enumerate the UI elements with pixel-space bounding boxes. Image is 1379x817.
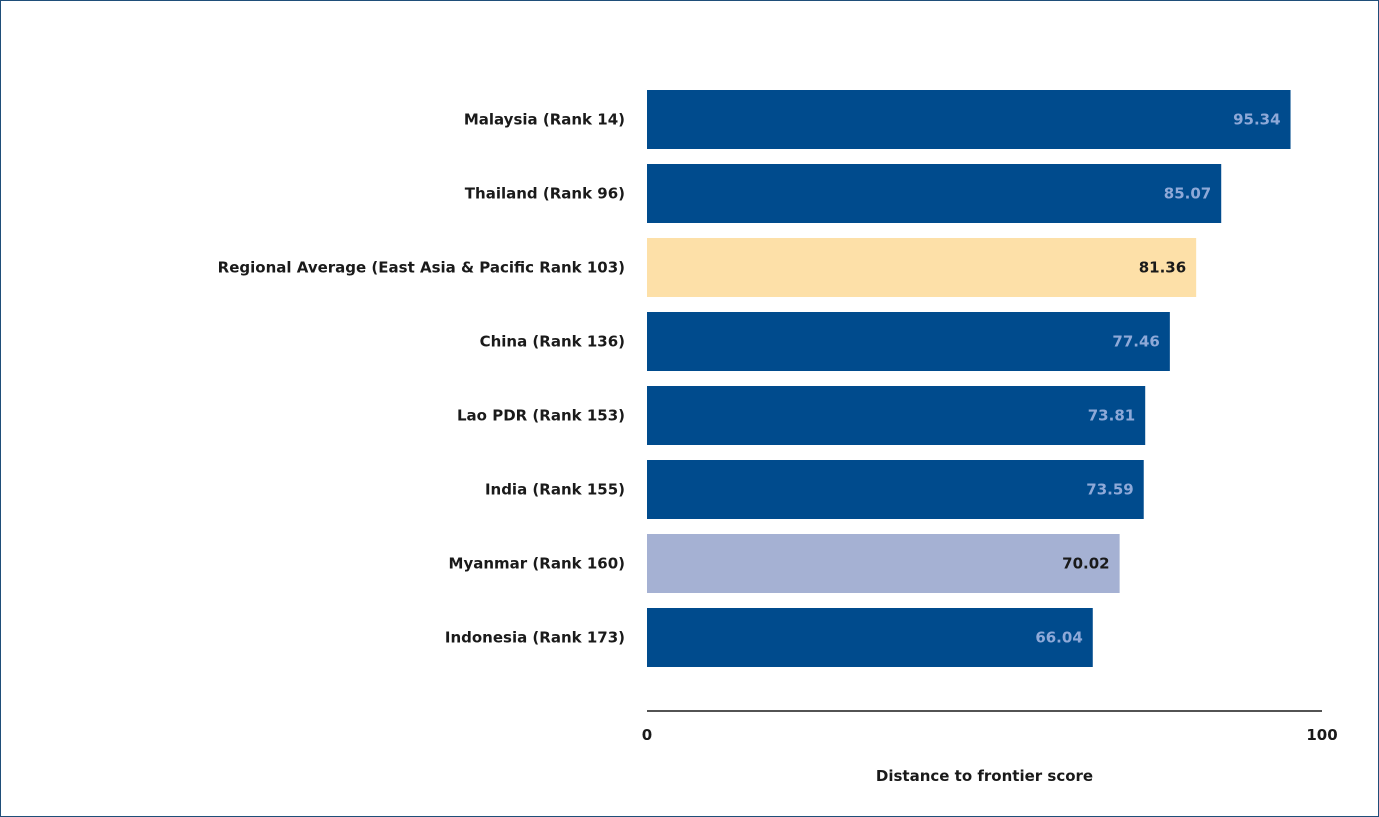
value-label-3: 77.46 [1112, 333, 1159, 351]
category-label-6: Myanmar (Rank 160) [449, 555, 625, 573]
bar-6 [647, 534, 1120, 593]
bar-1 [647, 164, 1222, 223]
bar-7 [647, 608, 1093, 667]
category-label-7: Indonesia (Rank 173) [445, 629, 625, 647]
category-label-3: China (Rank 136) [480, 333, 625, 351]
value-label-1: 85.07 [1164, 185, 1211, 203]
bar-4 [647, 386, 1146, 445]
value-label-7: 66.04 [1035, 629, 1082, 647]
x-tick-label-min: 0 [642, 726, 652, 744]
bar-2 [647, 238, 1197, 297]
bar-3 [647, 312, 1170, 371]
value-label-6: 70.02 [1062, 555, 1109, 573]
category-label-4: Lao PDR (Rank 153) [457, 407, 625, 425]
value-label-0: 95.34 [1233, 111, 1280, 129]
bar-5 [647, 460, 1144, 519]
x-tick-label-max: 100 [1306, 726, 1337, 744]
x-axis-title: Distance to frontier score [876, 767, 1093, 785]
category-label-2: Regional Average (East Asia & Pacific Ra… [218, 259, 625, 277]
bars-layer: Malaysia (Rank 14) 95.34 Thailand (Rank 96… [218, 90, 1291, 667]
value-label-5: 73.59 [1086, 481, 1133, 499]
bar-0 [647, 90, 1291, 149]
category-label-5: India (Rank 155) [485, 481, 625, 499]
category-label-1: Thailand (Rank 96) [465, 185, 625, 203]
category-label-0: Malaysia (Rank 14) [464, 111, 625, 129]
value-label-4: 73.81 [1088, 407, 1135, 425]
value-label-2: 81.36 [1139, 259, 1186, 277]
